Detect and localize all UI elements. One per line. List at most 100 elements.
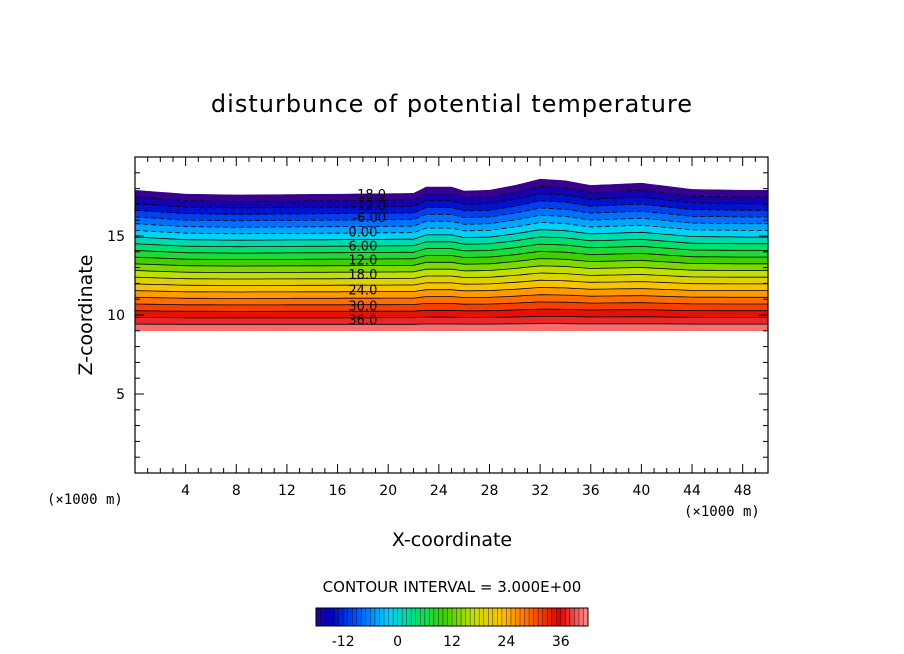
contour-line <box>135 214 768 228</box>
colorbar-cell <box>465 608 471 626</box>
colorbar-frame <box>315 607 589 627</box>
contour-line <box>135 193 768 209</box>
colorbar-cell <box>320 608 326 626</box>
colorbar-cell <box>338 608 344 626</box>
colorbar-cell <box>325 608 330 626</box>
contour-line <box>135 316 768 319</box>
contour-label: 24.0 <box>348 284 377 299</box>
colorbar-cell <box>506 608 512 626</box>
colorbar-cell <box>515 608 521 626</box>
contour-line <box>135 207 768 222</box>
colorbar-cell <box>438 608 444 626</box>
y-axis-label: Z-coordinate <box>75 255 97 376</box>
colorbar-cell <box>492 608 498 626</box>
contour-line <box>135 308 768 312</box>
colorbar-cell <box>388 608 394 626</box>
contour-line <box>135 200 768 215</box>
x-tick-label: 28 <box>481 483 499 499</box>
colorbar <box>315 607 589 627</box>
colorbar-cell <box>343 608 349 626</box>
colorbar-cell <box>352 608 358 626</box>
y-axis-ticks: 5 10 15 <box>107 172 768 458</box>
colorbar-cell <box>483 608 489 626</box>
colorbar-cell <box>420 608 426 626</box>
contour-label: 12.0 <box>348 254 377 269</box>
colorbar-cell <box>379 608 385 626</box>
contour-line <box>135 222 768 235</box>
colorbar-cell <box>374 608 380 626</box>
x-axis-label: X-coordinate <box>392 529 512 551</box>
colorbar-cell <box>452 608 457 626</box>
colorbar-cell <box>529 608 534 626</box>
colorbar-cell <box>370 608 376 626</box>
y-tick-label: 5 <box>116 387 125 403</box>
colorbar-cell <box>538 608 543 626</box>
colorbar-cell <box>393 608 398 626</box>
contour-label: 36.0 <box>348 314 377 329</box>
colorbar-cell <box>510 608 516 626</box>
x-tick-label: 24 <box>430 483 448 499</box>
colorbar-cell <box>533 608 539 626</box>
colorbar-cell <box>415 608 421 626</box>
colorbar-cell <box>316 608 321 626</box>
contour-line <box>135 301 768 306</box>
x-tick-label: 44 <box>683 483 701 499</box>
x-tick-label: 32 <box>531 483 549 499</box>
colorbar-cell <box>578 608 584 626</box>
colorbar-cell <box>524 608 530 626</box>
chart-title: disturbunce of potential temperature <box>211 90 693 118</box>
colorbar-cell <box>542 608 548 626</box>
colorbar-cell <box>334 608 339 626</box>
contour-line <box>135 287 768 293</box>
contour-label: -12.0 <box>352 199 386 214</box>
colorbar-cell <box>347 608 353 626</box>
colorbar-cell <box>411 608 417 626</box>
contour-labels: -18.0-12.0-6.000.006.0012.018.024.030.03… <box>348 188 386 329</box>
colorbar-cell <box>551 608 557 626</box>
x-tick-label: 36 <box>582 483 600 499</box>
colorbar-cell <box>479 608 485 626</box>
contour-lines <box>135 185 768 325</box>
colorbar-cell <box>556 608 562 626</box>
contour-line <box>135 229 768 241</box>
colorbar-cell <box>488 608 494 626</box>
contour-label: -18.0 <box>352 188 386 203</box>
contour-line <box>135 323 768 325</box>
contour-label: -6.00 <box>352 211 386 226</box>
y-tick-label: 10 <box>107 308 125 324</box>
colorbar-cell <box>461 608 466 626</box>
x-tick-label: 16 <box>329 483 347 499</box>
x-tick-label: 48 <box>734 483 752 499</box>
contour-band <box>135 178 768 202</box>
colorbar-cell <box>447 608 453 626</box>
colorbar-cell <box>497 608 503 626</box>
colorbar-cell <box>565 608 571 626</box>
x-tick-label: 20 <box>379 483 397 499</box>
colorbar-cell <box>501 608 507 626</box>
contour-label: 6.00 <box>348 239 377 254</box>
colorbar-cell <box>397 608 403 626</box>
colorbar-cell <box>384 608 389 626</box>
z-unit-label: (×1000 m) <box>47 492 123 508</box>
contour-line <box>135 294 768 299</box>
colorbar-tick-label: -12 <box>332 634 355 650</box>
contour-line <box>135 185 768 202</box>
contour-interval-label: CONTOUR INTERVAL = 3.000E+00 <box>323 578 582 596</box>
contour-line <box>135 243 768 254</box>
colorbar-cell <box>560 608 566 626</box>
colorbar-tick-label: 12 <box>443 634 461 650</box>
contour-line <box>135 279 768 286</box>
x-unit-label: (×1000 m) <box>684 504 760 520</box>
y-tick-label: 15 <box>107 229 125 245</box>
contour-line <box>135 258 768 267</box>
colorbar-cell <box>569 608 575 626</box>
colorbar-cell <box>365 608 371 626</box>
colorbar-cell <box>547 608 553 626</box>
colorbar-cell <box>406 608 412 626</box>
colorbar-cell <box>329 608 335 626</box>
colorbar-cell <box>356 608 362 626</box>
contour-field <box>135 178 768 332</box>
colorbar-cell <box>402 608 407 626</box>
colorbar-cell <box>429 608 435 626</box>
colorbar-cell <box>442 608 448 626</box>
